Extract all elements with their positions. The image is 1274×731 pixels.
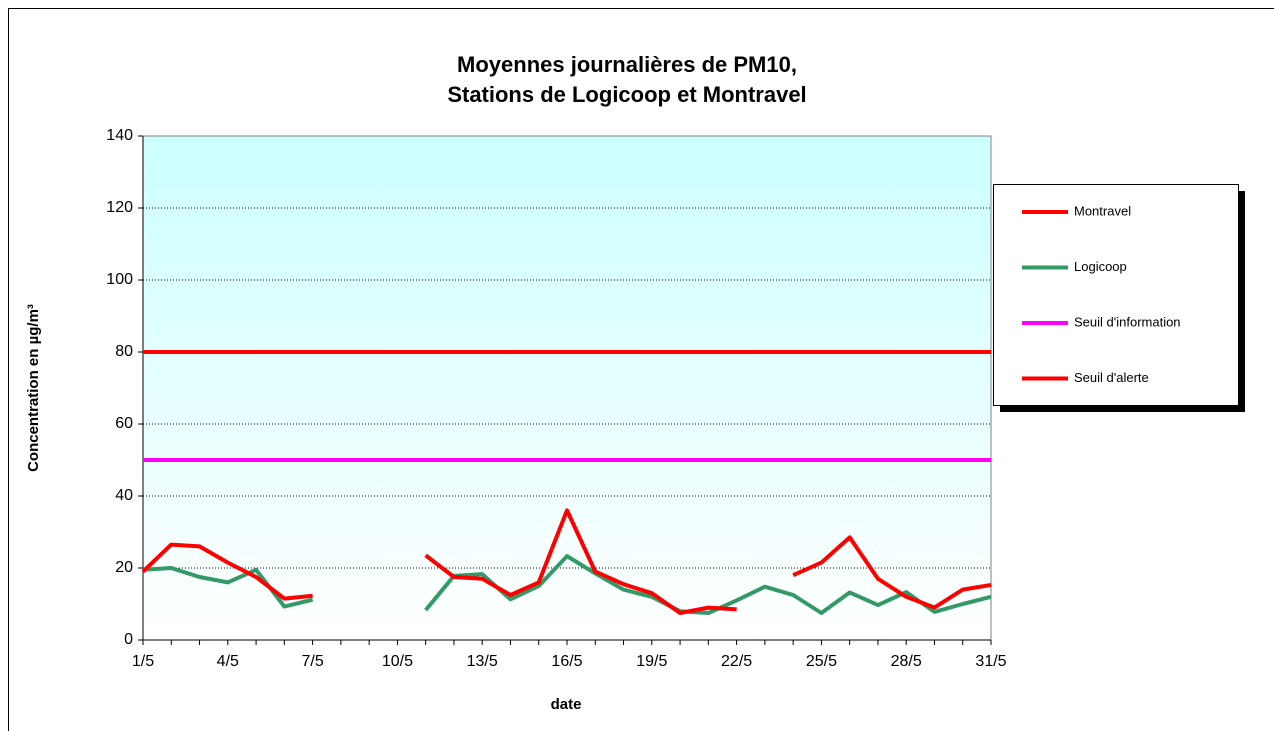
y-tick-label: 120 xyxy=(106,199,133,216)
y-tick-label: 60 xyxy=(115,415,133,432)
plot-area xyxy=(142,135,992,641)
x-tick-label: 19/5 xyxy=(636,653,667,670)
y-tick-label: 100 xyxy=(106,271,133,288)
x-tick-label: 16/5 xyxy=(551,653,582,670)
legend-label: Seuil d'alerte xyxy=(1074,370,1149,385)
x-tick-label: 1/5 xyxy=(132,653,154,670)
x-tick-label: 22/5 xyxy=(721,653,752,670)
x-tick-label: 28/5 xyxy=(891,653,922,670)
y-tick-label: 140 xyxy=(106,127,133,144)
x-tick-label: 7/5 xyxy=(301,653,323,670)
legend xyxy=(993,184,1239,406)
x-tick-label: 25/5 xyxy=(806,653,837,670)
x-tick-label: 31/5 xyxy=(975,653,1006,670)
x-axis-label: date xyxy=(551,696,582,713)
y-tick-label: 0 xyxy=(124,631,133,648)
y-tick-label: 40 xyxy=(115,487,133,504)
legend-label: Logicoop xyxy=(1074,259,1127,274)
series-line xyxy=(142,554,992,615)
chart-title: Moyennes journalières de PM10, xyxy=(457,52,797,77)
series-line xyxy=(141,508,992,615)
x-tick-label: 10/5 xyxy=(382,653,413,670)
chart-title: Stations de Logicoop et Montravel xyxy=(447,82,806,107)
y-tick-label: 80 xyxy=(115,343,133,360)
y-axis-label: Concentration en µg/m³ xyxy=(25,304,42,472)
y-tick-label: 20 xyxy=(115,559,133,576)
legend-label: Seuil d'information xyxy=(1074,314,1181,329)
legend-label: Montravel xyxy=(1074,203,1131,218)
x-tick-label: 13/5 xyxy=(467,653,498,670)
x-tick-label: 4/5 xyxy=(217,653,239,670)
